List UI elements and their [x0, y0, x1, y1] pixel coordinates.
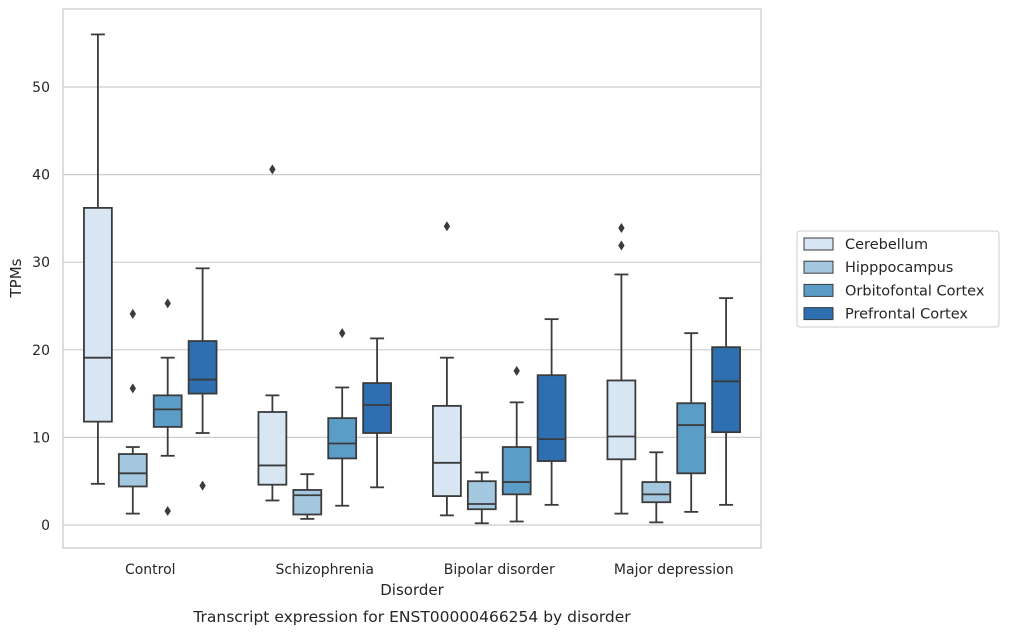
- box-iqr: [676, 402, 707, 475]
- x-tick-label: Schizophrenia: [276, 562, 374, 578]
- box-prefrontal-cortex: [187, 267, 218, 491]
- outlier-point: [199, 480, 206, 491]
- outlier-point: [443, 221, 451, 232]
- box-orbitofontal-cortex: [327, 328, 358, 507]
- box-iqr: [292, 489, 323, 516]
- box-iqr: [536, 374, 567, 462]
- box-iqr: [501, 446, 532, 496]
- box-groups: [83, 33, 741, 525]
- legend-label: Prefrontal Cortex: [845, 307, 968, 323]
- plot-area-background: [63, 9, 761, 548]
- x-tick-label: Major depression: [614, 562, 734, 578]
- box-iqr: [83, 206, 113, 423]
- outlier-point: [618, 223, 625, 234]
- box-hipppocampus: [117, 308, 148, 515]
- y-tick-label: 10: [32, 430, 50, 446]
- box-orbitofontal-cortex: [152, 298, 183, 516]
- y-tick-label: 50: [32, 80, 50, 96]
- box-iqr: [606, 379, 637, 461]
- box-orbitofontal-cortex: [501, 365, 532, 523]
- y-tick-label: 0: [41, 518, 50, 534]
- legend-swatch: [803, 237, 834, 251]
- outlier-point: [164, 505, 171, 516]
- y-tick-label: 40: [32, 168, 50, 184]
- y-tick-label: 30: [32, 255, 50, 271]
- outlier-point: [618, 240, 625, 251]
- y-tick-label: 20: [32, 343, 50, 359]
- x-axis-label: Disorder: [380, 581, 444, 599]
- outlier-point: [129, 383, 136, 394]
- legend: Cerebellum Hipppocampus Orbitofontal Corte…: [796, 230, 1000, 328]
- box-cerebellum: [257, 164, 288, 502]
- box-iqr: [466, 480, 497, 511]
- x-tick-labels: Control Schizophrenia Bipolar disorder Majo…: [125, 562, 734, 578]
- x-tick-label: Bipolar disorder: [444, 562, 555, 578]
- outlier-point: [269, 164, 276, 175]
- outlier-point: [129, 308, 136, 319]
- outlier-point: [164, 298, 171, 309]
- legend-swatch: [803, 283, 834, 297]
- legend-frame: [796, 230, 1000, 328]
- plot-area-frame: [62, 8, 762, 549]
- box-iqr: [362, 382, 392, 434]
- legend-swatch: [803, 260, 834, 274]
- box-cerebellum: [83, 33, 113, 485]
- box-hipppocampus: [466, 471, 497, 525]
- box-prefrontal-cortex: [362, 337, 392, 489]
- legend-swatch: [803, 307, 834, 321]
- box-iqr: [117, 453, 148, 488]
- box-hipppocampus: [641, 451, 672, 524]
- box-cerebellum: [432, 221, 462, 517]
- box-iqr: [711, 346, 741, 434]
- legend-label: Orbitofontal Cortex: [845, 283, 985, 299]
- y-axis-label: TPMs: [7, 258, 25, 298]
- box-iqr: [327, 417, 358, 460]
- legend-label: Cerebellum: [845, 237, 928, 253]
- chart-caption: Transcript expression for ENST0000046625…: [192, 608, 631, 626]
- outlier-point: [513, 365, 520, 376]
- box-iqr: [641, 481, 672, 504]
- box-prefrontal-cortex: [711, 297, 741, 506]
- box-hipppocampus: [292, 473, 323, 520]
- box-orbitofontal-cortex: [676, 332, 707, 513]
- box-iqr: [257, 411, 288, 486]
- box-iqr: [187, 340, 218, 395]
- box-iqr: [432, 404, 462, 497]
- x-tick-label: Control: [125, 562, 176, 578]
- box-iqr: [152, 394, 183, 428]
- box-cerebellum: [606, 223, 637, 515]
- outlier-point: [339, 328, 346, 339]
- box-prefrontal-cortex: [536, 318, 567, 506]
- gridlines: [63, 86, 761, 526]
- y-tick-labels: 0 10 20 30 40 50: [32, 80, 50, 534]
- legend-label: Hipppocampus: [845, 260, 953, 276]
